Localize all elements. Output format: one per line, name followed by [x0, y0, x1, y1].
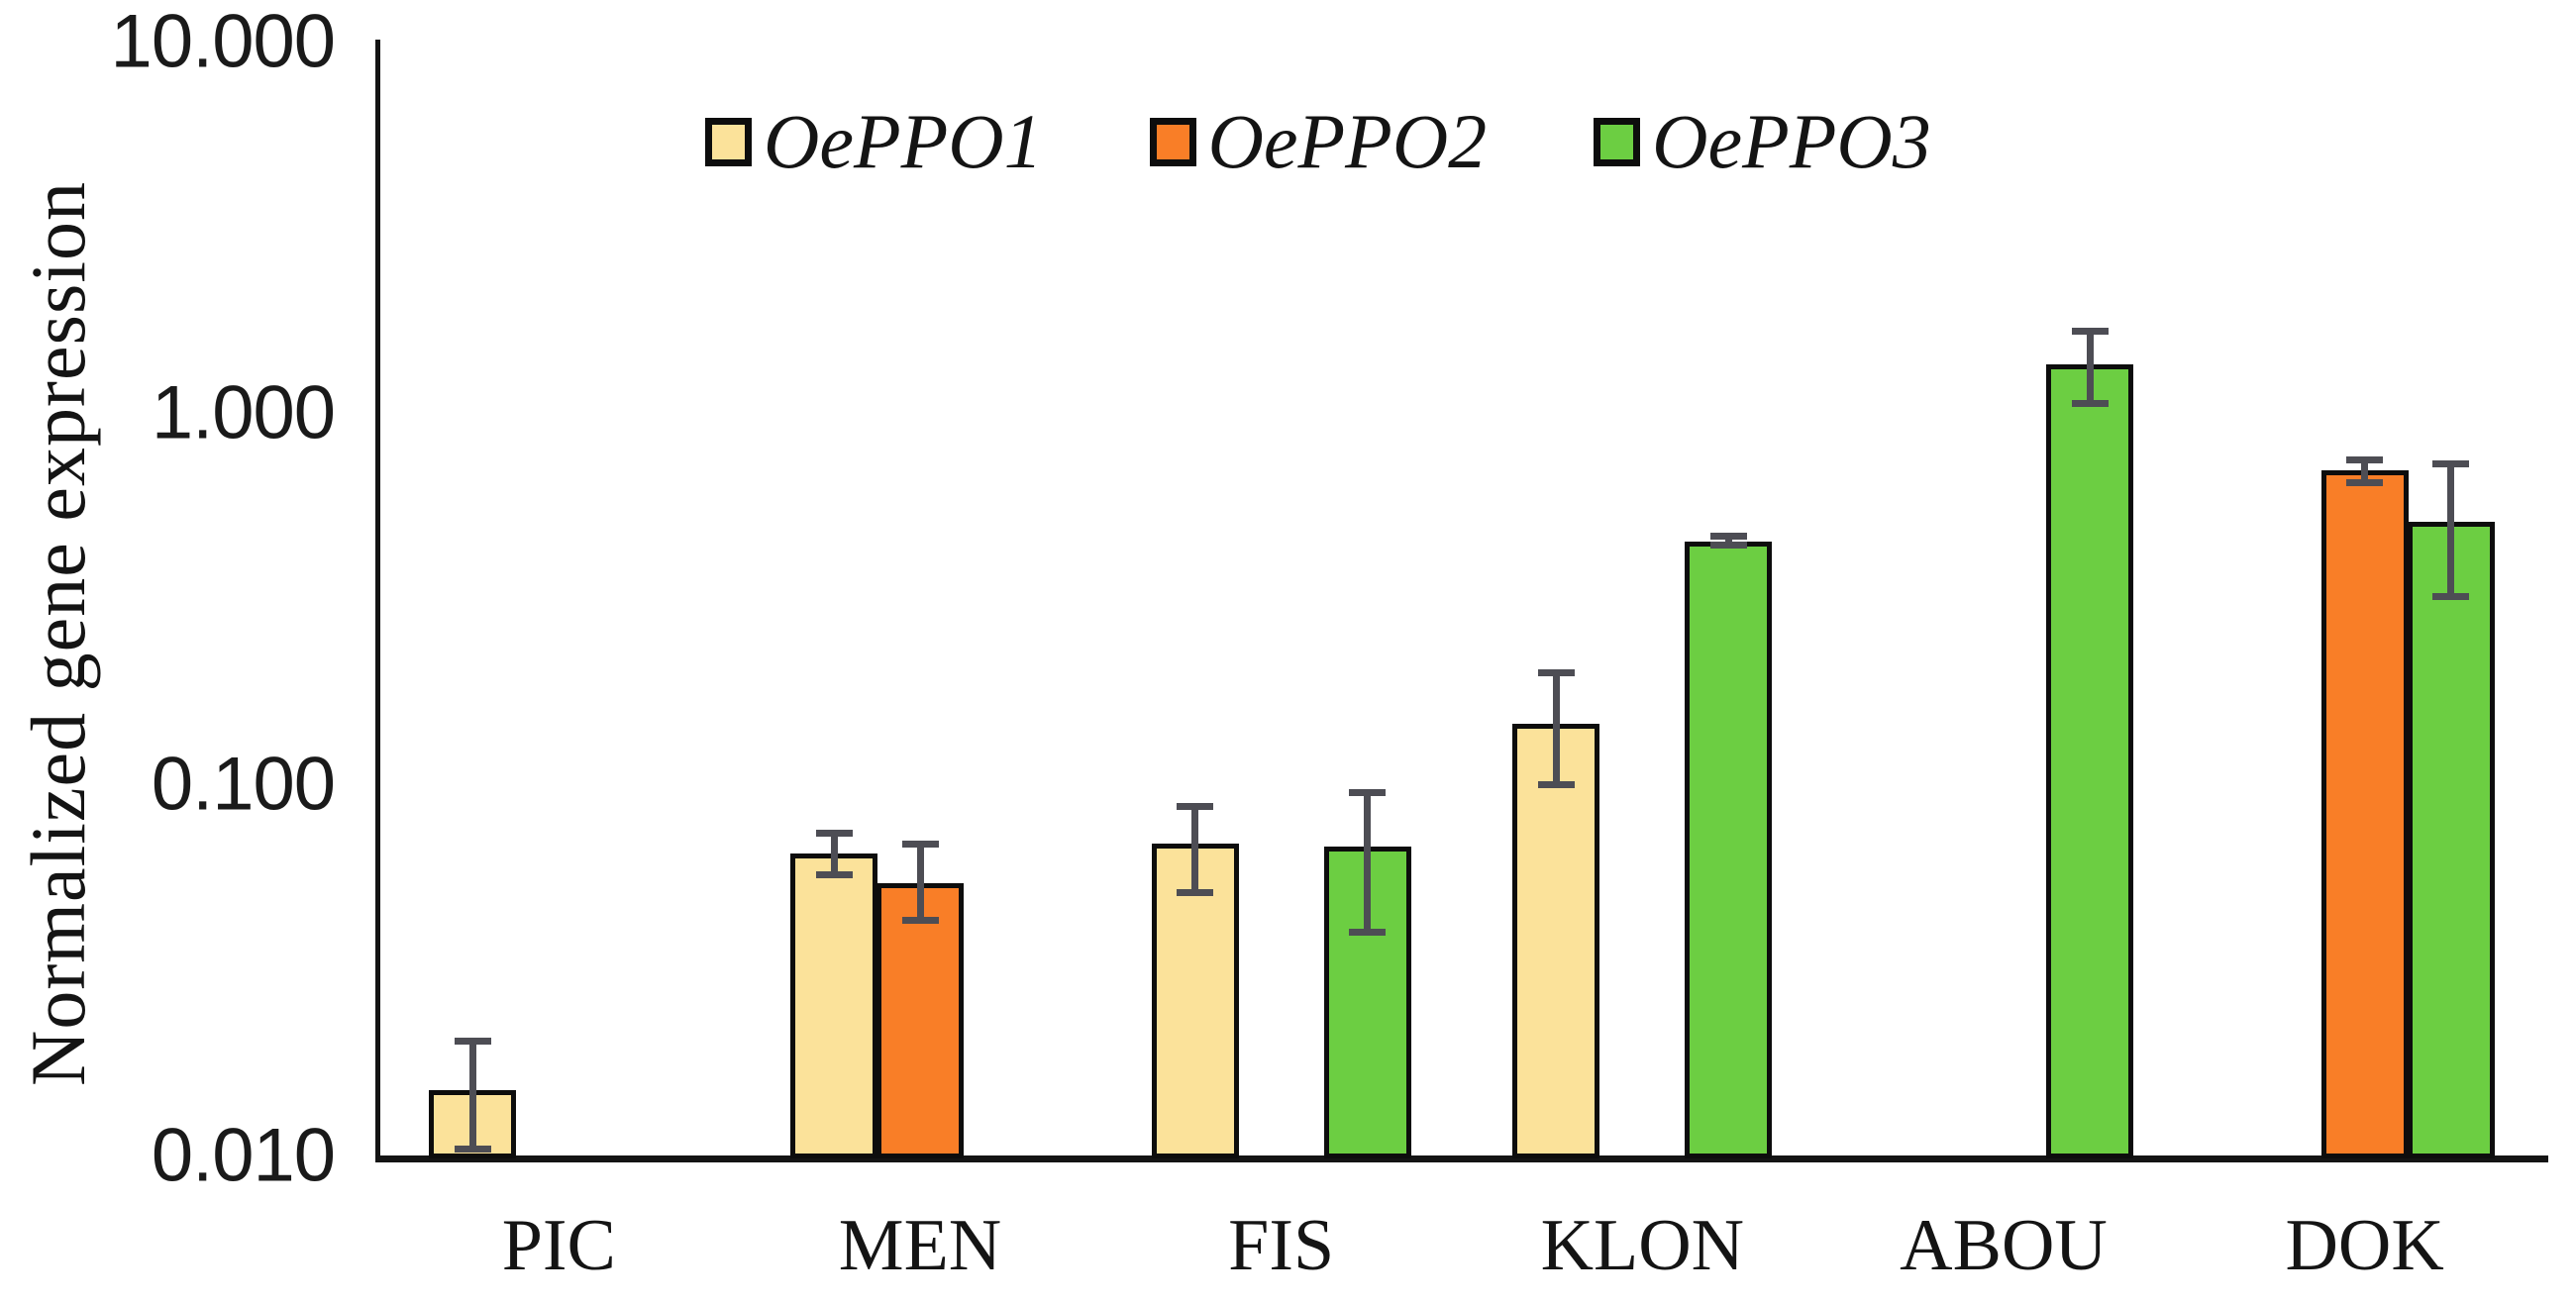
- x-axis-label-ABOU: ABOU: [1900, 1205, 2108, 1286]
- y-tick-label: 1.000: [151, 370, 336, 455]
- legend-entry: OePPO2: [1149, 98, 1488, 184]
- error-bar-OePPO1-PIC: [468, 1041, 476, 1150]
- error-bar-OePPO3-DOK: [2447, 463, 2455, 597]
- bar-OePPO2-MEN: [876, 883, 964, 1158]
- error-bar-OePPO1-KLON: [1552, 672, 1560, 784]
- error-bar-cap: [1709, 533, 1747, 541]
- legend-swatch-icon: [705, 117, 752, 166]
- error-bar-cap: [1709, 542, 1747, 550]
- legend-swatch-icon: [1149, 117, 1196, 166]
- error-bar-cap: [2071, 400, 2109, 407]
- legend: OePPO1 OePPO2 OePPO3: [705, 103, 1931, 180]
- bar-OePPO3-ABOU: [2046, 364, 2133, 1158]
- y-axis-title-wrap: Normalized gene expression: [14, 69, 103, 1198]
- error-bar-cap: [815, 829, 853, 837]
- error-bar-cap: [1537, 668, 1575, 676]
- legend-label: OePPO3: [1652, 98, 1931, 184]
- error-bar-cap: [2346, 456, 2384, 464]
- bar-OePPO2-DOK: [2320, 470, 2409, 1158]
- error-bar-OePPO2-MEN: [916, 844, 924, 921]
- error-bar-cap: [1177, 803, 1214, 811]
- error-bar-cap: [901, 916, 939, 924]
- x-axis-line: [375, 1155, 2548, 1162]
- y-tick-label: 10.000: [110, 0, 336, 84]
- x-axis-label-FIS: FIS: [1228, 1205, 1335, 1286]
- legend-label: OePPO2: [1207, 98, 1488, 184]
- error-bar-cap: [1177, 889, 1214, 897]
- legend-swatch-icon: [1594, 117, 1641, 166]
- y-axis-title: Normalized gene expression: [15, 180, 101, 1086]
- error-bar-cap: [2071, 327, 2109, 335]
- error-bar-cap: [1537, 780, 1575, 788]
- bar-OePPO1-MEN: [790, 853, 877, 1158]
- error-bar-OePPO1-MEN: [830, 833, 838, 875]
- x-axis-label-DOK: DOK: [2285, 1205, 2444, 1286]
- error-bar-OePPO3-FIS: [1364, 792, 1372, 933]
- error-bar-cap: [901, 840, 939, 848]
- bar-OePPO1-KLON: [1512, 724, 1600, 1158]
- error-bar-cap: [1349, 928, 1387, 936]
- bar-OePPO3-DOK: [2407, 521, 2495, 1158]
- x-axis-label-KLON: KLON: [1540, 1205, 1745, 1286]
- error-bar-cap: [815, 871, 853, 879]
- error-bar-OePPO2-DOK: [2361, 459, 2369, 483]
- y-axis-line: [375, 40, 380, 1161]
- bar-OePPO1-FIS: [1151, 844, 1239, 1158]
- legend-label: OePPO1: [764, 98, 1043, 184]
- error-bar-cap: [2346, 478, 2384, 486]
- legend-entry: OePPO3: [1594, 103, 1931, 180]
- error-bar-OePPO1-FIS: [1191, 806, 1199, 893]
- error-bar-cap: [1349, 788, 1387, 796]
- error-bar-cap: [2432, 593, 2470, 601]
- y-tick-label: 0.010: [151, 1113, 336, 1198]
- error-bar-cap: [454, 1038, 491, 1046]
- error-bar-cap: [2432, 459, 2470, 467]
- y-tick-label: 0.100: [151, 742, 336, 827]
- x-axis-label-MEN: MEN: [838, 1205, 1002, 1286]
- error-bar-cap: [454, 1146, 491, 1154]
- x-axis-label-PIC: PIC: [501, 1205, 616, 1286]
- bar-OePPO3-KLON: [1685, 542, 1773, 1158]
- error-bar-OePPO3-KLON: [1724, 536, 1732, 546]
- error-bar-OePPO3-ABOU: [2086, 331, 2094, 404]
- legend-entry: OePPO1: [705, 103, 1043, 180]
